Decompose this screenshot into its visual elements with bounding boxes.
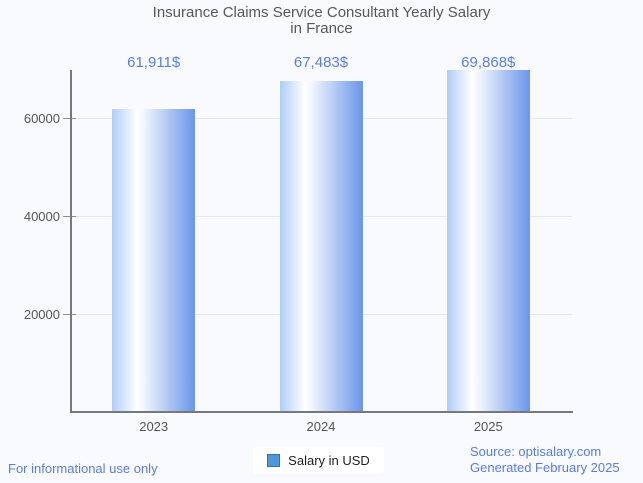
bar-2025[interactable] [446, 70, 530, 412]
bar-2023[interactable] [112, 109, 196, 412]
legend[interactable]: Salary in USD [253, 447, 384, 474]
y-axis-tick [63, 314, 76, 315]
legend-label: Salary in USD [288, 453, 370, 468]
y-axis-tick-label: 60000 [23, 111, 60, 126]
y-axis-tick-label: 40000 [23, 209, 60, 224]
bar-value-label-2023: 61,911$ [127, 54, 181, 71]
y-axis-tick [63, 216, 76, 217]
disclaimer-text: For informational use only [8, 461, 158, 476]
y-axis-tick-label: 20000 [23, 307, 60, 322]
x-axis-label-2023: 2023 [139, 419, 169, 434]
x-axis-line [70, 411, 573, 413]
x-axis-label-2024: 2024 [306, 419, 336, 434]
generated-text: Generated February 2025 [470, 460, 620, 475]
source-attribution: Source: optisalary.com Generated Februar… [470, 444, 620, 476]
y-axis-tick [63, 118, 76, 119]
bar-value-label-2025: 69,868$ [461, 54, 516, 71]
bar-value-label-2024: 67,483$ [293, 54, 349, 71]
bar-2024[interactable] [279, 81, 363, 412]
legend-swatch-icon [267, 454, 281, 467]
y-axis-line [70, 70, 72, 413]
chart-title-line2: in France [290, 20, 353, 37]
chart-title-line1: Insurance Claims Service Consultant Year… [152, 4, 491, 21]
x-axis-label-2025: 2025 [473, 419, 503, 434]
source-text: Source: optisalary.com [470, 444, 602, 459]
